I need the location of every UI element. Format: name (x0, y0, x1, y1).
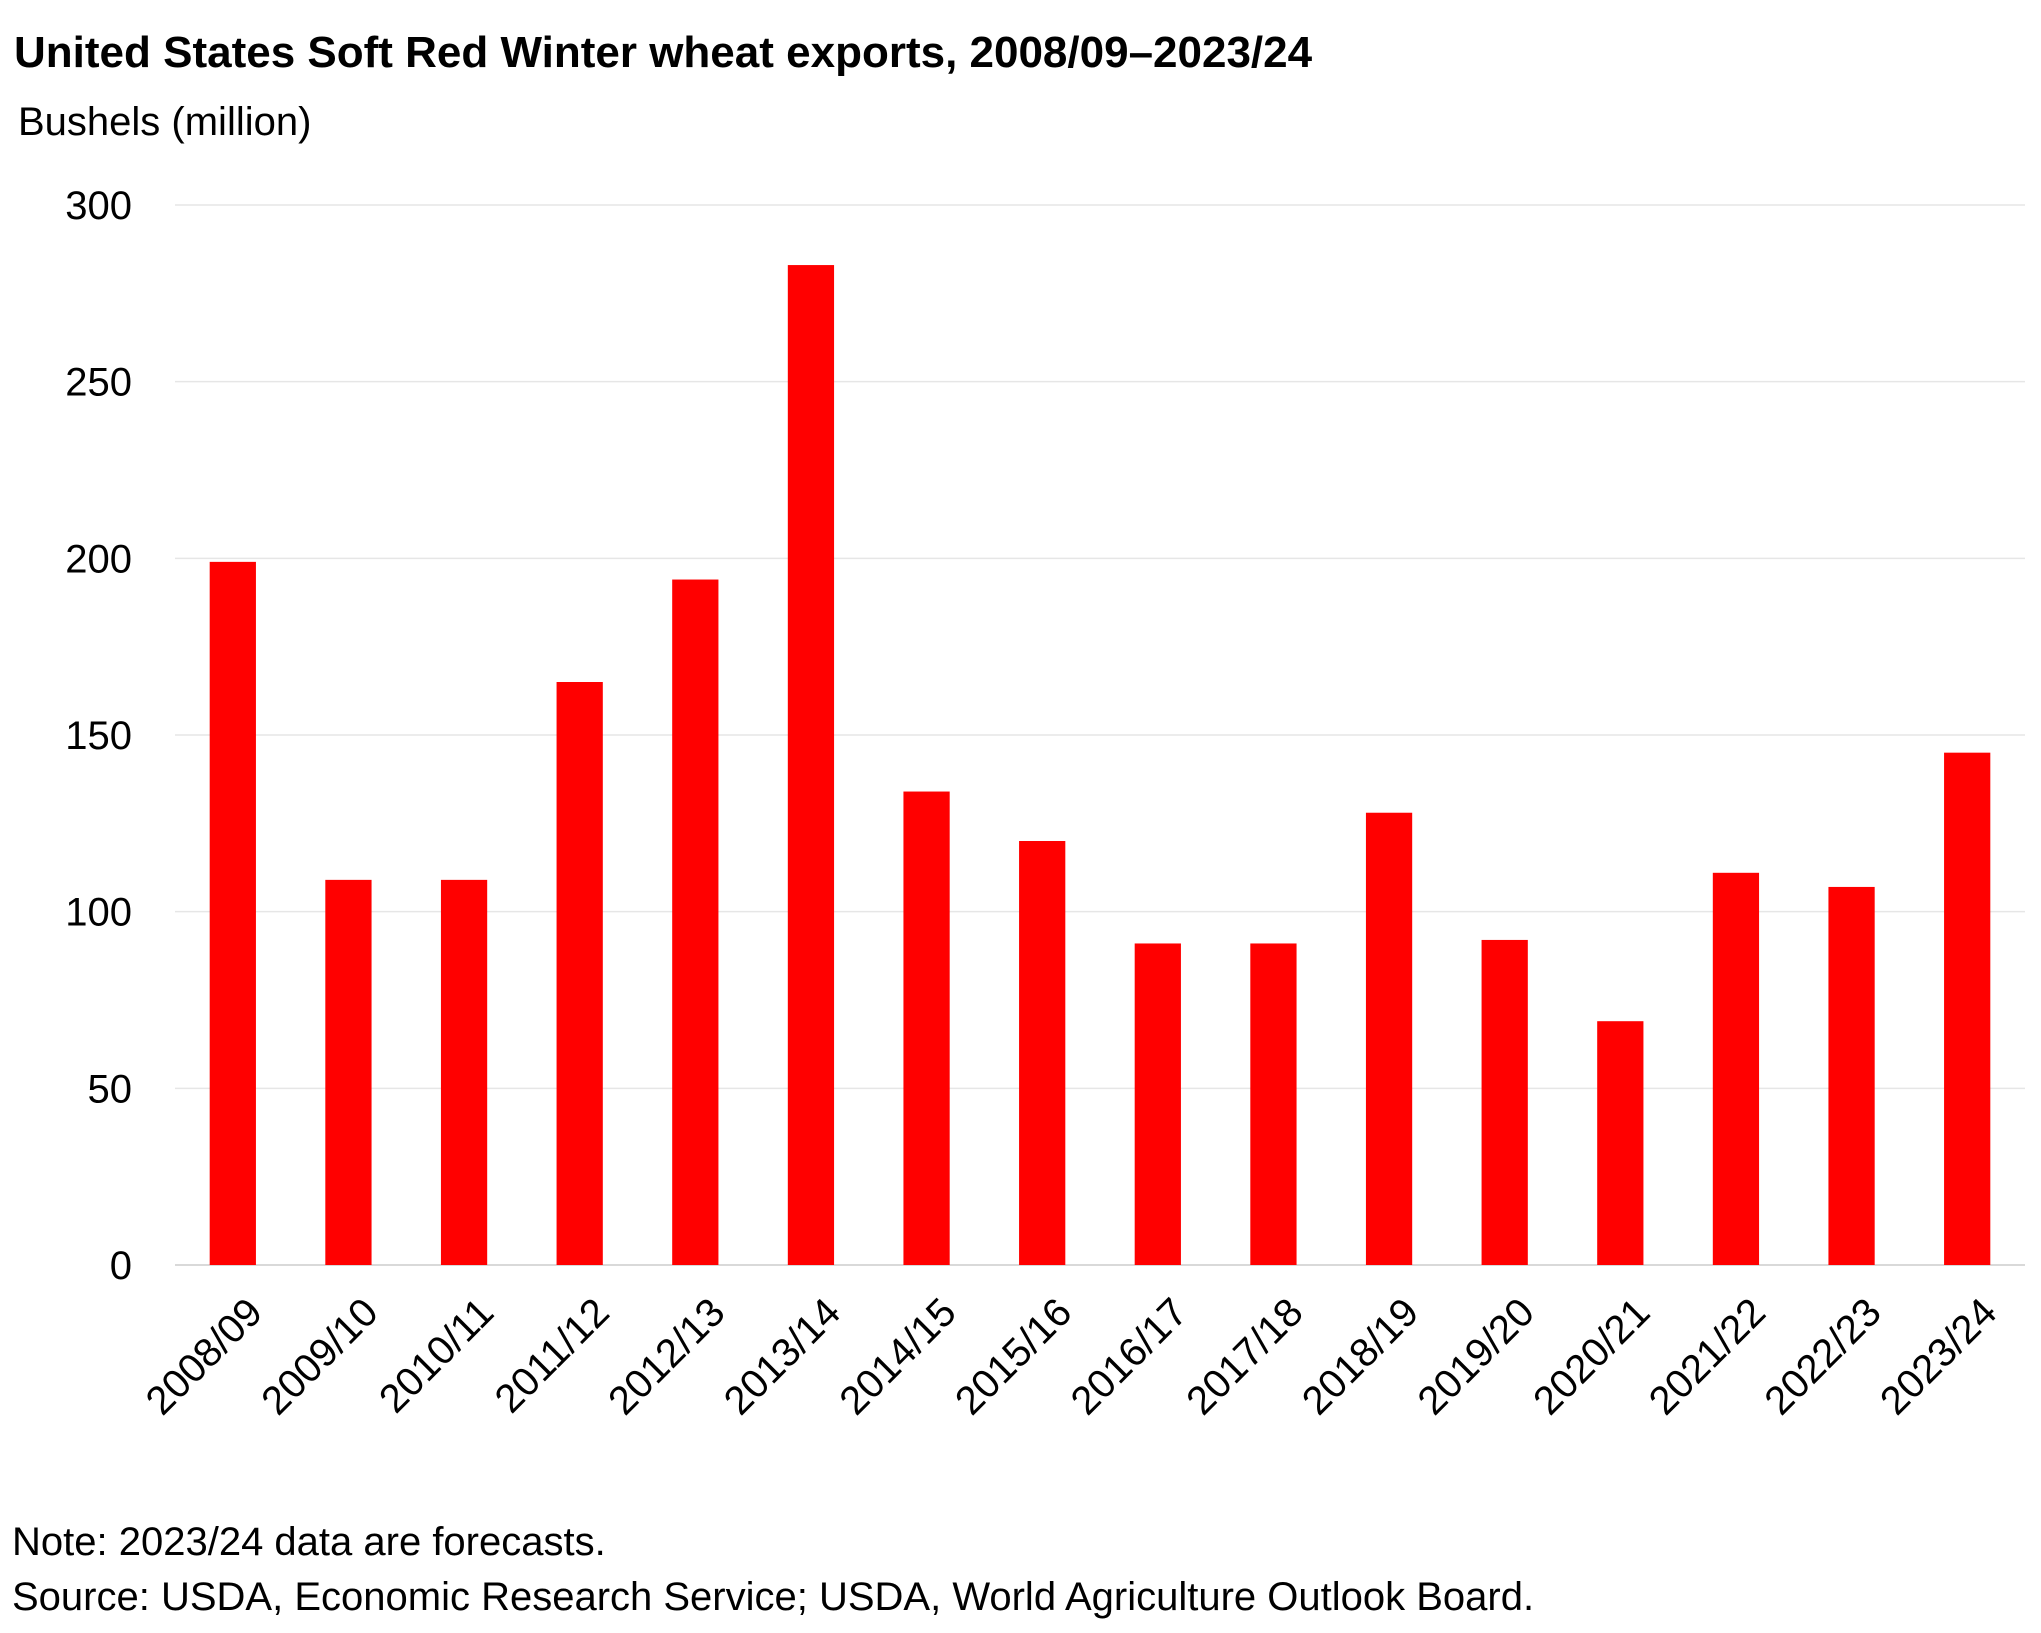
y-tick-label: 0 (110, 1244, 132, 1288)
y-tick-label: 150 (65, 714, 132, 758)
y-tick-label: 50 (88, 1067, 133, 1111)
bar-2013-14 (787, 265, 835, 1266)
y-axis-label: Bushels (million) (18, 100, 312, 144)
y-tick-label: 300 (65, 184, 132, 228)
bars (209, 265, 1991, 1266)
bar-2008-09 (209, 561, 256, 1265)
bar-2017-18 (1250, 943, 1297, 1265)
bar-2010-11 (440, 879, 488, 1265)
x-tick-label: 2020/21 (1525, 1290, 1658, 1423)
x-tick-label: 2018/19 (1294, 1290, 1427, 1423)
bar-2015-16 (1019, 841, 1066, 1265)
bar-2016-17 (1134, 943, 1181, 1265)
x-tick-label: 2015/16 (947, 1290, 1080, 1423)
bar-2009-10 (325, 879, 372, 1265)
bar-2020-21 (1597, 1021, 1644, 1265)
chart-title: United States Soft Red Winter wheat expo… (14, 28, 1313, 77)
bar-2022-23 (1828, 886, 1875, 1265)
bar-2018-19 (1365, 812, 1413, 1265)
x-tick-label: 2016/17 (1063, 1290, 1196, 1423)
x-tick-label: 2021/22 (1641, 1290, 1774, 1423)
bar-2014-15 (903, 791, 950, 1265)
y-tick-labels: 0 50 100 150 200 250 300 (65, 184, 132, 1288)
chart-note: Note: 2023/24 data are forecasts. (12, 1520, 606, 1564)
x-tick-label: 2010/11 (371, 1290, 502, 1421)
y-tick-label: 250 (65, 361, 132, 405)
bar-2012-13 (672, 579, 719, 1265)
bar-2023-24 (1944, 752, 1991, 1265)
x-tick-label: 2014/15 (831, 1290, 964, 1423)
x-tick-label: 2023/24 (1872, 1290, 2005, 1423)
bar-2021-22 (1712, 872, 1760, 1265)
x-tick-label: 2011/12 (487, 1290, 618, 1421)
x-tick-label: 2012/13 (600, 1290, 733, 1423)
bar-2011-12 (556, 682, 603, 1265)
y-tick-label: 200 (65, 537, 132, 581)
x-tick-label: 2022/23 (1756, 1290, 1889, 1423)
x-tick-label: 2017/18 (1178, 1290, 1311, 1423)
x-tick-label: 2013/14 (716, 1290, 849, 1423)
y-tick-label: 100 (65, 891, 132, 935)
bar-2019-20 (1481, 939, 1528, 1265)
x-tick-label: 2019/20 (1409, 1290, 1542, 1423)
chart-source: Source: USDA, Economic Research Service;… (12, 1575, 1535, 1619)
x-tick-labels: 2008/092009/102010/112011/122012/132013/… (138, 1290, 2006, 1423)
bar-chart: 0 50 100 150 200 250 300 2008/092009/102010/11… (65, 184, 2025, 1423)
x-tick-label: 2008/09 (138, 1290, 271, 1423)
x-tick-label: 2009/10 (253, 1290, 386, 1423)
